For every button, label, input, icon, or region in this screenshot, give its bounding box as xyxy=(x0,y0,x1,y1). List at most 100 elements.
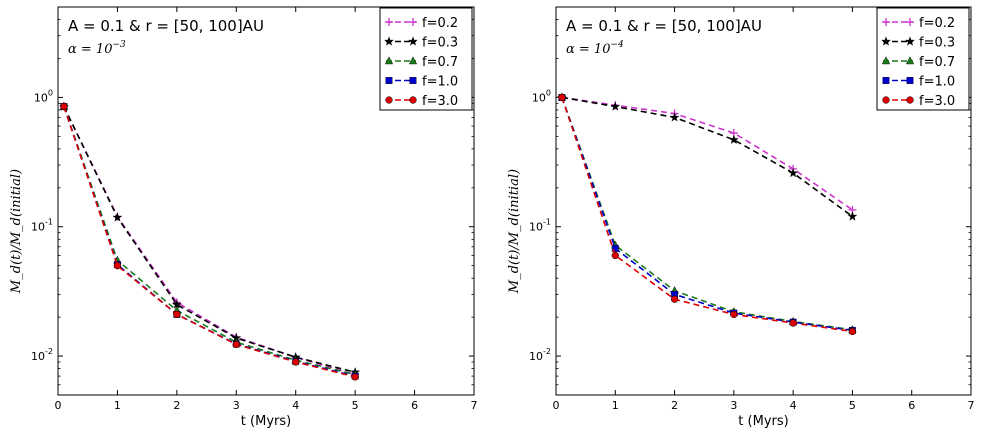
alpha-exponent: −4 xyxy=(610,40,624,50)
x-tick-label: 3 xyxy=(730,399,737,412)
data-point xyxy=(173,310,181,319)
series-line xyxy=(561,96,853,211)
legend-marker xyxy=(385,18,393,26)
y-tick-exponent: -1 xyxy=(45,218,53,227)
data-point xyxy=(669,112,680,122)
legend-marker xyxy=(384,36,394,46)
x-tick-label: 5 xyxy=(352,399,359,412)
legend-label: f=0.2 xyxy=(919,16,955,31)
data-point xyxy=(292,358,300,366)
legend-marker xyxy=(905,56,915,65)
legend-marker xyxy=(384,56,394,65)
legend-box xyxy=(379,7,473,111)
x-tick-label: 0 xyxy=(553,399,560,412)
legend-box xyxy=(876,7,970,111)
legend-label: f=3.0 xyxy=(919,94,955,109)
y-axis-label: M_d(t)/M_d(initial) xyxy=(507,169,522,294)
y-tick-exponent: -2 xyxy=(45,347,53,356)
x-axis-label: t (Myrs) xyxy=(738,414,788,429)
y-axis-label: M_d(t)/M_d(initial) xyxy=(9,169,24,294)
x-axis-label: t (Myrs) xyxy=(241,414,291,429)
y-tick-exponent: 0 xyxy=(546,88,551,97)
y-tick-base: 10 xyxy=(34,91,48,104)
legend-label: f=0.7 xyxy=(422,55,458,70)
legend-marker xyxy=(409,77,417,84)
series-line xyxy=(63,106,356,378)
legend-marker xyxy=(409,96,417,104)
y-tick-label: 10-1 xyxy=(31,218,53,234)
y-tick-exponent: -1 xyxy=(543,218,551,227)
legend: f=0.2 f=0.3 f=0.7 f=1.0 f=3.0 xyxy=(379,7,473,111)
legend-marker xyxy=(408,36,418,46)
x-tick-label: 7 xyxy=(968,399,975,412)
x-tick-label: 7 xyxy=(471,399,478,412)
data-point xyxy=(60,102,68,111)
legend-marker xyxy=(882,77,890,84)
legend-entry: f=0.3 xyxy=(881,36,955,51)
legend-entry: f=0.2 xyxy=(882,16,955,31)
x-tick-label: 6 xyxy=(908,399,915,412)
data-point xyxy=(112,212,123,222)
alpha-annotation: α = 10−3 xyxy=(68,40,126,57)
y-tick-base: 10 xyxy=(532,91,546,104)
x-tick-label: 3 xyxy=(233,399,240,412)
legend-label: f=3.0 xyxy=(422,94,458,109)
data-point xyxy=(351,373,359,381)
data-point xyxy=(847,211,858,221)
series-f=3.0 xyxy=(60,102,359,381)
legend-entry: f=0.2 xyxy=(385,16,458,31)
y-tick-exponent: -2 xyxy=(543,347,551,356)
data-point xyxy=(558,93,566,102)
legend-marker xyxy=(882,96,890,104)
alpha-annotation: α = 10−4 xyxy=(566,40,624,57)
legend-entry: f=1.0 xyxy=(882,75,955,90)
x-tick-label: 4 xyxy=(292,399,299,412)
y-tick-base: 10 xyxy=(529,221,543,234)
legend-entry: f=0.3 xyxy=(384,36,458,51)
x-tick-label: 0 xyxy=(55,399,62,412)
y-tick-base: 10 xyxy=(529,350,543,363)
data-point xyxy=(611,244,619,252)
x-tick-label: 5 xyxy=(849,399,856,412)
y-tick-base: 10 xyxy=(31,350,45,363)
legend-label: f=1.0 xyxy=(919,75,955,90)
legend-marker xyxy=(881,36,891,46)
alpha-base: α = 10 xyxy=(68,42,112,57)
y-tick-exponent: 0 xyxy=(48,88,53,97)
legend-entry: f=3.0 xyxy=(385,94,458,109)
legend-label: f=0.7 xyxy=(919,55,955,70)
legend-entry: f=3.0 xyxy=(882,94,955,109)
legend-marker xyxy=(905,36,915,46)
legend-marker xyxy=(882,18,890,26)
annotation-title: A = 0.1 & r = [50, 100]AU xyxy=(68,17,264,35)
data-point xyxy=(789,319,797,327)
data-point xyxy=(113,262,122,270)
legend-marker xyxy=(906,96,914,104)
data-point xyxy=(848,327,857,336)
data-point xyxy=(729,134,739,144)
series-line xyxy=(63,106,356,374)
y-tick-label: 100 xyxy=(532,88,551,104)
x-tick-label: 2 xyxy=(173,399,180,412)
legend-marker xyxy=(906,77,914,84)
alpha-base: α = 10 xyxy=(566,42,610,57)
x-tick-label: 1 xyxy=(114,399,121,412)
legend-entry: f=0.7 xyxy=(881,55,955,70)
x-tick-label: 6 xyxy=(411,399,418,412)
series-line xyxy=(561,97,853,332)
series-line xyxy=(561,96,853,218)
y-tick-base: 10 xyxy=(31,221,45,234)
series-f=3.0 xyxy=(558,93,857,336)
legend-label: f=0.3 xyxy=(422,36,458,51)
data-point xyxy=(232,340,240,349)
y-tick-label: 10-2 xyxy=(529,347,551,363)
legend: f=0.2 f=0.3 f=0.7 f=1.0 f=3.0 xyxy=(876,7,970,111)
data-point xyxy=(730,310,738,319)
legend-marker xyxy=(409,18,417,26)
data-point xyxy=(788,167,798,178)
legend-label: f=1.0 xyxy=(422,75,458,90)
legend-entry: f=0.7 xyxy=(384,55,458,70)
